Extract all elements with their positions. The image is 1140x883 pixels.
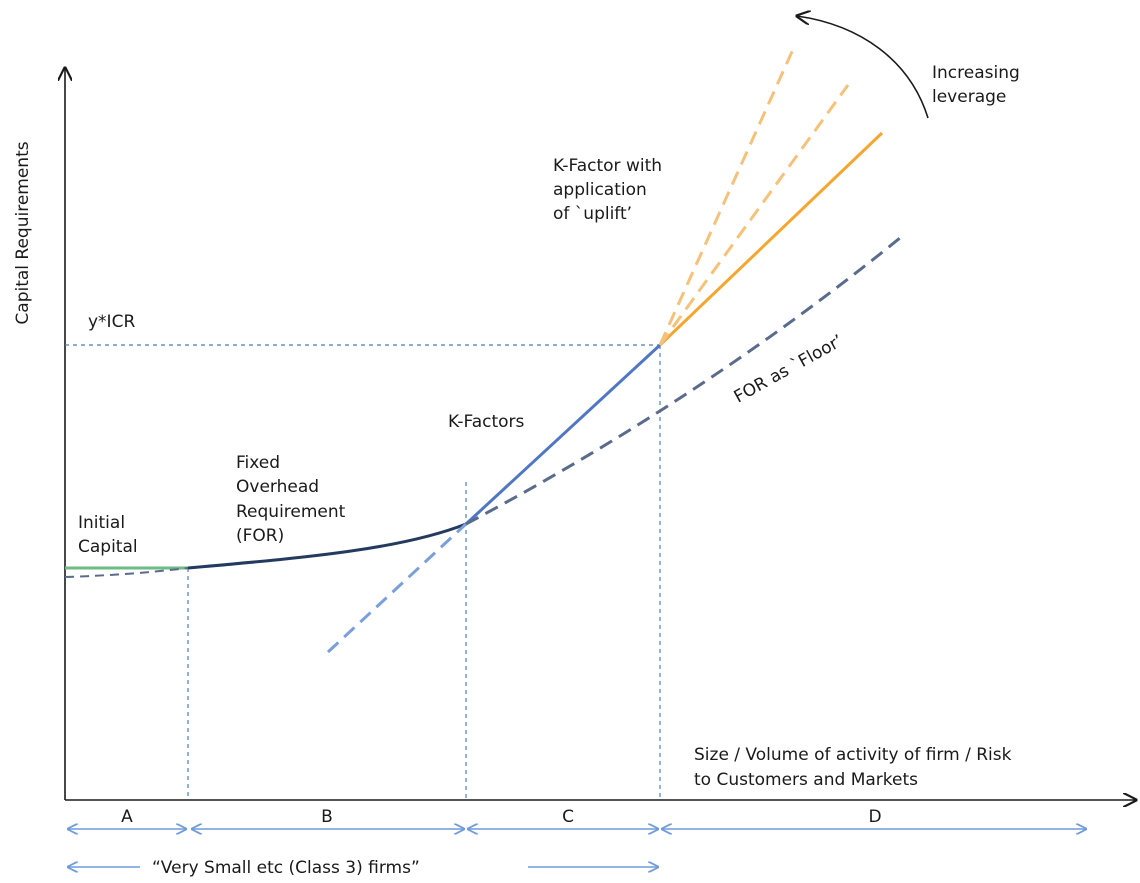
for-line-1: Fixed (236, 453, 280, 473)
initial-capital-label: Initial Capital (78, 513, 138, 557)
for-line-3: Requirement (236, 502, 346, 522)
for-line-4: (FOR) (236, 526, 284, 546)
segment-d-label: D (868, 807, 881, 827)
uplift-label: K-Factor with application of `uplift’ (553, 156, 667, 224)
segment-b-label: B (321, 807, 333, 827)
uplift-line-2: application (553, 180, 647, 200)
for-floor-label: FOR as `Floor’ (731, 331, 847, 407)
icr-marker-label: y*ICR (88, 312, 135, 332)
uplift-dashed-line-2 (658, 44, 797, 346)
uplift-line (658, 131, 884, 347)
uplift-line-1: K-Factor with (553, 156, 662, 176)
for-curve (187, 522, 467, 570)
k-factor-extension-dashed (326, 522, 468, 654)
segment-a-label: A (121, 807, 133, 827)
leverage-line-2: leverage (932, 87, 1006, 107)
x-axis-label-line-1: Size / Volume of activity of firm / Risk (694, 745, 1012, 765)
initial-capital-line-1: Initial (78, 513, 125, 533)
segment-c-label: C (562, 807, 574, 827)
x-axis-label: Size / Volume of activity of firm / Risk… (694, 745, 1017, 790)
x-axis-label-line-2: to Customers and Markets (694, 770, 918, 790)
leverage-line-1: Increasing (932, 63, 1020, 83)
uplift-dashed-line-1 (658, 84, 850, 346)
uplift-line-3: of `uplift’ (553, 204, 632, 224)
k-factor-line (464, 343, 662, 526)
for-label: Fixed Overhead Requirement (FOR) (236, 453, 351, 546)
class3-note: “Very Small etc (Class 3) firms” (152, 858, 420, 878)
for-floor-dashed-curve (465, 236, 901, 526)
y-axis-label: Capital Requirements (13, 141, 33, 324)
initial-capital-line-2: Capital (78, 537, 138, 557)
initial-capital-dashed-curve (64, 567, 189, 578)
leverage-label: Increasing leverage (932, 63, 1025, 107)
k-factors-label: K-Factors (448, 412, 525, 432)
leverage-arrow (797, 16, 929, 119)
for-line-2: Overhead (236, 477, 319, 497)
